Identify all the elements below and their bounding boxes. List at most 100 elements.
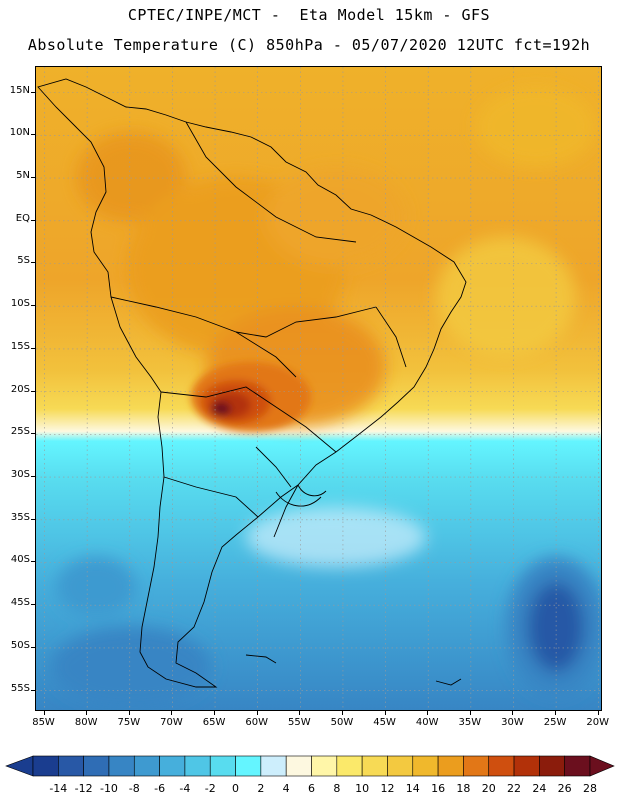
colorbar-arrow-high [589,755,615,777]
lon-tick [384,711,386,715]
lat-tick [31,219,35,221]
colorbar-label: 24 [532,782,547,795]
colorbar-swatch [184,755,211,777]
colorbar-arrow-low [5,755,34,777]
lon-tick-label: 85W [32,717,55,728]
lon-tick [555,711,557,715]
colorbar-swatch [387,755,414,777]
lat-tick-label: 20S [10,383,30,395]
lat-tick [31,689,35,691]
colorbar-label: 6 [308,782,315,795]
lon-tick [597,711,599,715]
lat-tick [31,347,35,349]
colorbar-swatch [260,755,287,777]
lat-tick [31,390,35,392]
colorbar-swatch [108,755,135,777]
lon-tick-label: 75W [117,717,141,728]
lat-tick-label: 45S [10,597,30,609]
colorbar-swatch [209,755,236,777]
colorbar-swatch [564,755,591,777]
lon-tick [86,711,88,715]
lat-tick [31,305,35,307]
lon-tick [171,711,173,715]
lat-tick-label: 50S [10,639,30,651]
lat-tick-label: 55S [10,682,30,694]
colorbar-label: 8 [333,782,341,795]
lon-tick [128,711,130,715]
lon-tick-label: 60W [245,717,268,728]
lon-tick [469,711,471,715]
colorbar-label: -6 [154,782,166,795]
lat-tick-label: 35S [10,511,30,523]
colorbar-swatch [58,755,84,777]
lat-tick-label: 10S [10,298,30,310]
colorbar-label: 26 [557,782,572,795]
colorbar-label: -8 [128,782,140,795]
map-field [36,67,601,710]
lat-tick [31,433,35,435]
colorbar-label: 20 [481,782,496,795]
colorbar-label: 18 [456,782,471,795]
colorbar-swatch [463,755,490,777]
lat-tick [31,646,35,648]
lon-tick-label: 65W [202,717,226,728]
colorbar-label: 22 [507,782,522,795]
lat-tick-label: 15S [10,340,30,352]
colorbar-label: 10 [355,782,370,795]
colorbar-label: 4 [282,782,290,795]
lat-tick-label: 10N [9,127,30,139]
lat-tick [31,177,35,179]
map-grid [36,67,601,710]
lon-tick [43,711,45,715]
colorbar-swatch [159,755,186,777]
lon-tick [256,711,258,715]
colorbar-label: -10 [99,782,118,795]
temperature-colorbar [5,755,615,777]
lon-tick-label: 40W [415,717,439,728]
lat-tick-label: 25S [10,426,30,438]
lon-tick-label: 30W [501,717,524,728]
colorbar-swatch [361,755,388,777]
colorbar-swatch [235,755,262,777]
colorbar-label: 28 [583,782,597,795]
lon-tick [299,711,301,715]
colorbar-label: 16 [431,782,446,795]
country-boundaries [37,78,467,688]
lon-tick [427,711,429,715]
lat-tick [31,476,35,478]
colorbar-swatch [488,755,515,777]
colorbar-label: 12 [380,782,395,795]
lon-tick-label: 55W [288,717,311,728]
colorbar-label: 14 [405,782,420,795]
colorbar-label: -2 [204,782,216,795]
lon-tick [341,711,343,715]
temperature-map [35,66,602,711]
lat-tick [31,134,35,136]
colorbar-swatch [83,755,110,777]
lat-tick [31,262,35,264]
lon-tick-label: 25W [543,717,567,728]
map-title-line1: CPTEC/INPE/MCT - Eta Model 15km - GFS [127,6,491,24]
colorbar-swatch [412,755,439,777]
lat-tick [31,604,35,606]
lat-tick-label: 30S [10,469,30,481]
lon-tick [512,711,514,715]
lon-tick-label: 80W [74,717,98,728]
lat-tick-label: EQ [15,212,30,224]
lat-tick [31,561,35,563]
colorbar-label: 0 [232,782,240,795]
colorbar-swatch [437,755,464,777]
colorbar-label: -14 [49,782,68,795]
colorbar-swatch [133,755,160,777]
lat-tick [31,91,35,93]
colorbar-swatch [539,755,565,777]
lon-tick-label: 20W [586,717,610,728]
colorbar-swatch [311,755,338,777]
lon-tick-label: 35W [458,717,482,728]
lon-tick-label: 70W [160,717,183,728]
colorbar-swatch [336,755,363,777]
lat-tick-label: 15N [9,84,30,96]
lon-tick-label: 50W [330,717,354,728]
colorbar-swatch [513,755,540,777]
lon-tick [214,711,216,715]
